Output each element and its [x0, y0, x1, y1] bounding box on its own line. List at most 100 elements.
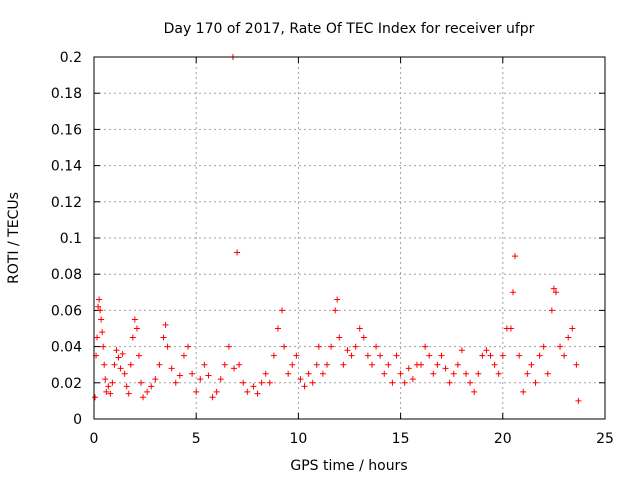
data-point: [240, 379, 247, 386]
y-tick-label: 0.06: [51, 303, 82, 319]
data-point: [148, 383, 155, 390]
data-point: [430, 370, 437, 377]
data-point: [401, 379, 408, 386]
data-point: [189, 370, 196, 377]
data-point: [172, 379, 179, 386]
data-point: [244, 388, 251, 395]
data-point: [305, 370, 312, 377]
data-point: [96, 296, 103, 303]
data-point: [520, 388, 527, 395]
data-point: [213, 388, 220, 395]
data-point: [201, 361, 208, 368]
data-point: [281, 343, 288, 350]
data-point: [279, 307, 286, 314]
data-point: [197, 376, 204, 383]
data-point: [458, 347, 465, 354]
data-point: [162, 321, 169, 328]
data-point: [334, 296, 341, 303]
data-point: [516, 352, 523, 359]
data-point: [289, 361, 296, 368]
data-point: [313, 361, 320, 368]
data-point: [507, 325, 514, 332]
data-point: [217, 376, 224, 383]
data-point: [463, 370, 470, 377]
data-point: [164, 343, 171, 350]
data-point: [569, 325, 576, 332]
data-point: [185, 343, 192, 350]
data-point: [100, 343, 107, 350]
x-tick-label: 15: [392, 431, 410, 447]
chart-title: Day 170 of 2017, Rate Of TEC Index for r…: [164, 21, 535, 37]
data-point: [319, 370, 326, 377]
data-point: [405, 365, 412, 372]
data-point: [409, 376, 416, 383]
data-point: [152, 376, 159, 383]
y-tick-label: 0.18: [51, 86, 82, 102]
data-point: [348, 352, 355, 359]
data-point: [119, 350, 126, 357]
data-point: [131, 316, 138, 323]
data-point: [356, 325, 363, 332]
x-tick-label: 20: [494, 431, 512, 447]
data-point: [180, 352, 187, 359]
data-point: [115, 354, 122, 361]
y-tick-label: 0: [73, 412, 82, 428]
data-point: [352, 343, 359, 350]
data-point: [117, 365, 124, 372]
data-point: [510, 289, 517, 296]
data-point: [324, 361, 331, 368]
data-point: [193, 388, 200, 395]
data-point: [315, 343, 322, 350]
data-point: [491, 361, 498, 368]
y-tick-label: 0.04: [51, 340, 82, 356]
data-point: [450, 370, 457, 377]
data-point: [94, 334, 101, 341]
data-point: [532, 379, 539, 386]
x-ticks: 0 5 10 15 20 25: [90, 57, 614, 447]
data-point: [140, 394, 147, 401]
data-point: [99, 329, 106, 336]
y-tick-label: 0.08: [51, 267, 82, 283]
data-point: [552, 289, 559, 296]
x-tick-label: 0: [90, 431, 99, 447]
data-point: [467, 379, 474, 386]
data-point: [103, 388, 110, 395]
data-point: [113, 347, 120, 354]
data-point: [234, 249, 241, 256]
data-point: [336, 334, 343, 341]
data-point: [105, 383, 112, 390]
data-point: [309, 379, 316, 386]
data-point: [221, 361, 228, 368]
data-point: [274, 325, 281, 332]
data-point: [418, 361, 425, 368]
data-point: [123, 383, 130, 390]
data-point: [434, 361, 441, 368]
data-point: [499, 352, 506, 359]
data-point: [144, 388, 151, 395]
data-point: [442, 365, 449, 372]
data-point: [301, 383, 308, 390]
data-point: [575, 397, 582, 404]
y-tick-label: 0.16: [51, 122, 82, 138]
data-point: [125, 390, 132, 397]
data-point: [285, 370, 292, 377]
data-point: [487, 352, 494, 359]
data-point: [373, 343, 380, 350]
data-point: [293, 352, 300, 359]
data-point: [381, 370, 388, 377]
data-point: [557, 343, 564, 350]
x-tick-label: 10: [289, 431, 307, 447]
data-point: [344, 347, 351, 354]
data-point: [495, 370, 502, 377]
data-point: [540, 343, 547, 350]
data-point: [133, 325, 140, 332]
data-point: [360, 334, 367, 341]
data-point: [561, 352, 568, 359]
data-point: [565, 334, 572, 341]
grid-lines: [94, 57, 605, 419]
data-point: [138, 379, 145, 386]
data-point: [258, 379, 265, 386]
data-point: [231, 365, 238, 372]
data-point: [168, 365, 175, 372]
data-point: [544, 370, 551, 377]
